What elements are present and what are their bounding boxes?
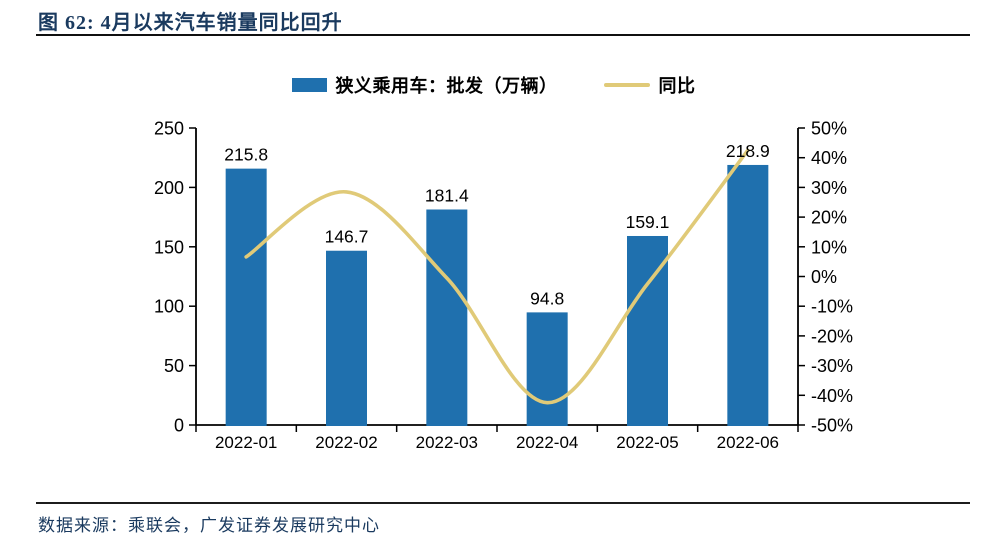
bar-2022-01 bbox=[225, 168, 267, 427]
y-left-tick-label: 150 bbox=[154, 237, 184, 257]
y-right-tick-label: -50% bbox=[811, 416, 853, 436]
x-tick-label: 2022-06 bbox=[717, 433, 779, 452]
y-left-tick-label: 100 bbox=[154, 297, 184, 317]
x-tick-label: 2022-04 bbox=[516, 433, 578, 452]
y-right-tick-label: -40% bbox=[811, 386, 853, 406]
bar-2022-04 bbox=[526, 312, 568, 426]
bar-value-label: 94.8 bbox=[530, 288, 564, 308]
y-left-tick-label: 50 bbox=[164, 356, 184, 376]
y-right-tick-label: 20% bbox=[811, 208, 847, 228]
x-tick-label: 2022-02 bbox=[315, 433, 377, 452]
source-rule bbox=[36, 502, 970, 504]
chart-legend: 狭义乘用车：批发（万辆） 同比 bbox=[0, 72, 987, 98]
title-rule bbox=[36, 34, 970, 36]
legend-bar-label: 狭义乘用车：批发（万辆） bbox=[335, 76, 558, 96]
y-left-tick-label: 0 bbox=[174, 416, 184, 436]
y-right-tick-label: -20% bbox=[811, 326, 853, 346]
legend-item-line-series: 同比 bbox=[603, 72, 696, 98]
y-right-tick-label: 50% bbox=[811, 119, 847, 139]
x-tick-label: 2022-05 bbox=[616, 433, 678, 452]
bar-2022-06 bbox=[727, 164, 769, 427]
bar-value-label: 159.1 bbox=[626, 212, 670, 232]
y-right-tick-label: -30% bbox=[811, 356, 853, 376]
y-right-tick-label: 30% bbox=[811, 178, 847, 198]
yoy-line bbox=[244, 148, 750, 405]
legend-line-label: 同比 bbox=[658, 76, 696, 96]
legend-line-swatch-icon bbox=[603, 83, 650, 87]
bar-value-label: 181.4 bbox=[425, 185, 469, 205]
y-right-tick-label: -10% bbox=[811, 297, 853, 317]
legend-item-bar-series: 狭义乘用车：批发（万辆） bbox=[291, 72, 558, 98]
x-tick-label: 2022-01 bbox=[215, 433, 277, 452]
figure-title: 图 62: 4月以来汽车销量同比回升 bbox=[38, 12, 343, 34]
bar-value-label: 146.7 bbox=[325, 227, 369, 247]
y-right-tick-label: 0% bbox=[811, 267, 837, 287]
bar-value-label: 218.9 bbox=[726, 141, 770, 161]
y-right-tick-label: 40% bbox=[811, 148, 847, 168]
data-source: 数据来源：乘联会，广发证券发展研究中心 bbox=[38, 516, 380, 535]
bar-value-label: 215.8 bbox=[224, 145, 268, 165]
legend-bar-swatch-icon bbox=[291, 78, 327, 92]
x-tick-label: 2022-03 bbox=[416, 433, 478, 452]
bar-2022-02 bbox=[326, 250, 367, 426]
bar-2022-03 bbox=[426, 209, 468, 426]
y-left-tick-label: 200 bbox=[154, 178, 184, 198]
y-right-tick-label: 10% bbox=[811, 237, 847, 257]
y-left-tick-label: 250 bbox=[154, 119, 184, 139]
